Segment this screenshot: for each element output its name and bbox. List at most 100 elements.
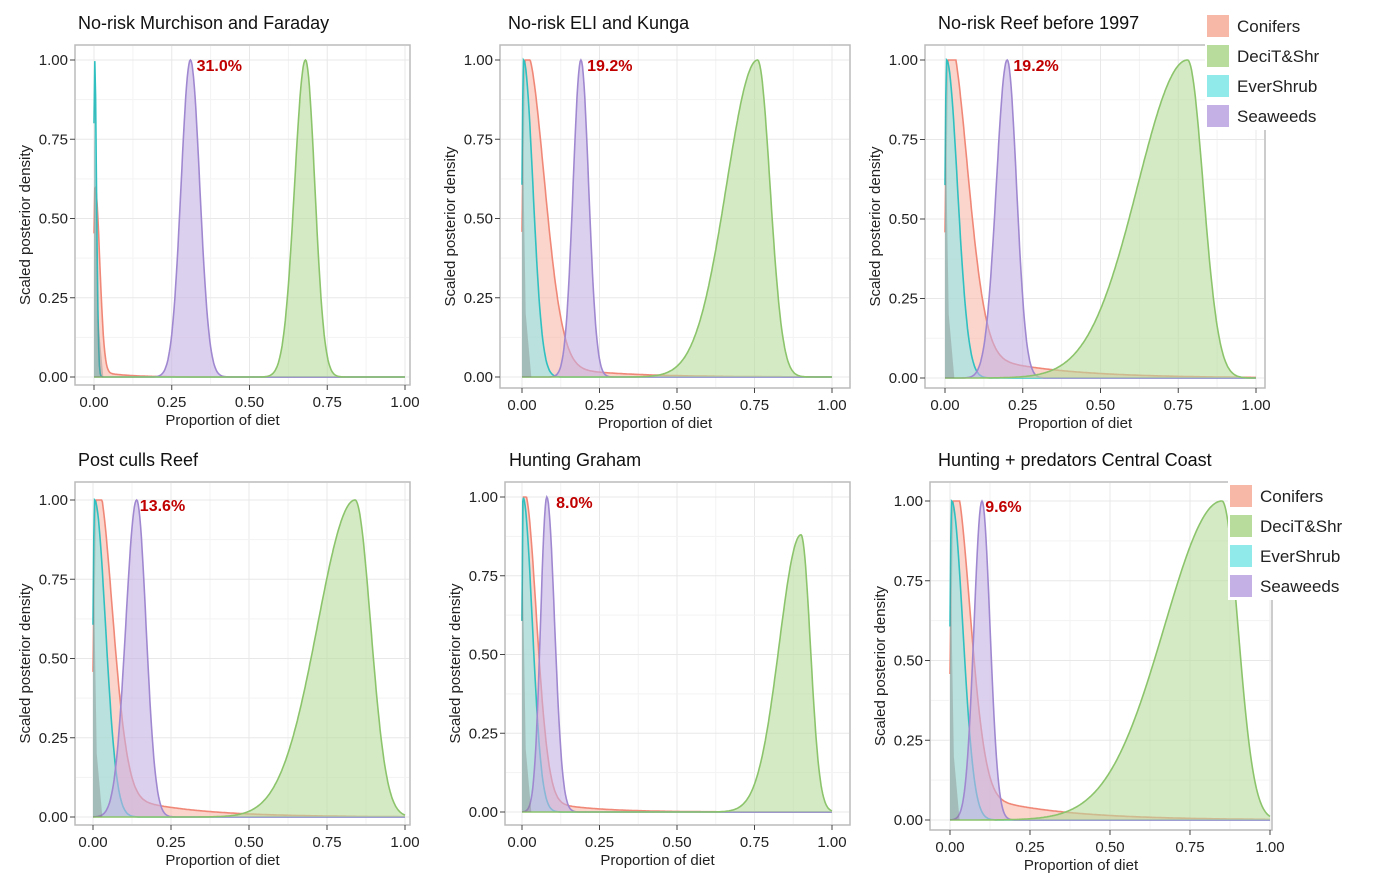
legend: Conifers DeciT&Shr EverShrub Seaweeds [1228, 480, 1358, 600]
density-line-decitshr [93, 499, 406, 818]
x-tick-label: 0.75 [1164, 397, 1193, 414]
x-tick-label: 0.75 [1175, 839, 1204, 856]
x-tick-label: 1.00 [390, 834, 419, 851]
x-tick-label: 1.00 [390, 394, 419, 411]
seaweed-percentage-label: 19.2% [587, 58, 632, 75]
density-area-decitshr [522, 534, 832, 812]
x-tick-label: 0.75 [740, 397, 769, 414]
y-tick-label: 0.75 [469, 568, 498, 585]
panel-4: Post culls Reef 0.00 0.25 0.50 0.75 1.00 0.00 0… [17, 450, 420, 869]
x-tick-label: 0.50 [1086, 397, 1115, 414]
x-tick-label: 1.00 [1255, 839, 1284, 856]
y-tick-label: 0.50 [894, 653, 923, 670]
x-tick-label: 0.00 [507, 834, 536, 851]
overlap-shade [945, 91, 955, 379]
y-tick-label: 0.25 [894, 732, 923, 749]
y-tick-label: 0.75 [894, 573, 923, 590]
y-tick-label: 0.75 [39, 131, 68, 148]
x-tick-label: 0.75 [313, 394, 342, 411]
legend-swatch [1230, 545, 1252, 567]
seaweed-percentage-label: 8.0% [556, 495, 592, 512]
y-tick-label: 0.50 [39, 211, 68, 228]
y-tick-label: 0.25 [464, 290, 493, 307]
panel-title: Hunting Graham [509, 450, 641, 470]
panel-title: No-risk Reef before 1997 [938, 13, 1139, 33]
seaweed-percentage-label: 9.6% [985, 499, 1021, 516]
panel-3: No-risk Reef before 1997 0.00 0.25 0.50 0.75… [867, 10, 1335, 432]
y-tick-label: 0.00 [39, 369, 68, 386]
y-tick-label: 1.00 [889, 52, 918, 69]
density-line-decitshr [94, 58, 405, 378]
panel-6: Hunting + predators Central Coast 0.00 0.2… [872, 450, 1358, 874]
x-tick-label: 0.00 [79, 394, 108, 411]
panel-title: No-risk ELI and Kunga [508, 13, 690, 33]
x-tick-label: 0.25 [585, 397, 614, 414]
plot-frame [74, 44, 411, 386]
x-axis-label: Proportion of diet [1024, 857, 1139, 874]
y-tick-label: 0.50 [39, 651, 68, 668]
legend-label: EverShrub [1260, 547, 1340, 566]
legend-label: Conifers [1260, 487, 1323, 506]
x-axis-label: Proportion of diet [165, 852, 280, 869]
y-tick-label: 0.75 [889, 132, 918, 149]
y-axis-label: Scaled posterior density [442, 146, 459, 307]
x-tick-label: 0.50 [234, 834, 263, 851]
y-tick-label: 0.00 [894, 812, 923, 829]
y-tick-label: 0.50 [464, 211, 493, 228]
x-tick-label: 1.00 [1241, 397, 1270, 414]
x-axis-label: Proportion of diet [165, 412, 280, 429]
overlap-shade [94, 91, 104, 377]
legend-swatch [1207, 105, 1229, 127]
density-area-seaweeds [522, 60, 832, 377]
overlap-shade [522, 91, 532, 377]
x-tick-label: 1.00 [817, 397, 846, 414]
x-tick-label: 0.25 [1008, 397, 1037, 414]
x-tick-label: 0.75 [740, 834, 769, 851]
y-tick-label: 0.25 [39, 730, 68, 747]
y-axis-label: Scaled posterior density [872, 585, 889, 746]
y-axis-label: Scaled posterior density [17, 583, 34, 744]
panel-5: Hunting Graham 0.00 0.25 0.50 0.75 1.00 0.00 0.… [447, 450, 851, 869]
density-line-decitshr [522, 59, 832, 378]
density-area-decitshr [950, 501, 1270, 820]
panel-2: No-risk ELI and Kunga 0.00 0.25 0.50 0.75 1.0… [442, 13, 851, 432]
density-area-seaweeds [522, 497, 832, 812]
x-tick-label: 0.25 [157, 394, 186, 411]
y-tick-label: 0.00 [39, 809, 68, 826]
x-tick-label: 0.00 [507, 397, 536, 414]
legend-label: EverShrub [1237, 77, 1317, 96]
x-tick-label: 0.50 [662, 834, 691, 851]
legend: Conifers DeciT&Shr EverShrub Seaweeds [1205, 10, 1335, 130]
x-axis-label: Proportion of diet [598, 415, 713, 432]
legend-label: DeciT&Shr [1237, 47, 1320, 66]
legend-label: DeciT&Shr [1260, 517, 1343, 536]
y-tick-label: 0.00 [464, 369, 493, 386]
legend-swatch [1230, 575, 1252, 597]
y-tick-label: 0.75 [464, 131, 493, 148]
panel-title: Post culls Reef [78, 450, 199, 470]
x-tick-label: 0.00 [78, 834, 107, 851]
x-tick-label: 0.25 [1015, 839, 1044, 856]
legend-swatch [1230, 515, 1252, 537]
x-tick-label: 0.75 [312, 834, 341, 851]
panel-1: No-risk Murchison and Faraday 0.00 0.25 0.5… [17, 13, 420, 429]
density-area-conifers [522, 60, 832, 377]
y-axis-label: Scaled posterior density [867, 146, 884, 307]
x-axis-label: Proportion of diet [600, 852, 715, 869]
x-tick-label: 0.00 [935, 839, 964, 856]
x-tick-label: 0.25 [156, 834, 185, 851]
legend-swatch [1207, 45, 1229, 67]
x-tick-label: 1.00 [817, 834, 846, 851]
panel-title: Hunting + predators Central Coast [938, 450, 1212, 470]
density-area-seaweeds [93, 500, 405, 817]
y-tick-label: 1.00 [39, 52, 68, 69]
legend-label: Seaweeds [1260, 577, 1339, 596]
y-tick-label: 0.50 [469, 647, 498, 664]
seaweed-percentage-label: 13.6% [140, 498, 185, 515]
x-tick-label: 0.50 [235, 394, 264, 411]
x-tick-label: 0.00 [930, 397, 959, 414]
y-tick-label: 0.75 [39, 571, 68, 588]
y-tick-label: 1.00 [469, 489, 498, 506]
x-tick-label: 0.50 [1095, 839, 1124, 856]
